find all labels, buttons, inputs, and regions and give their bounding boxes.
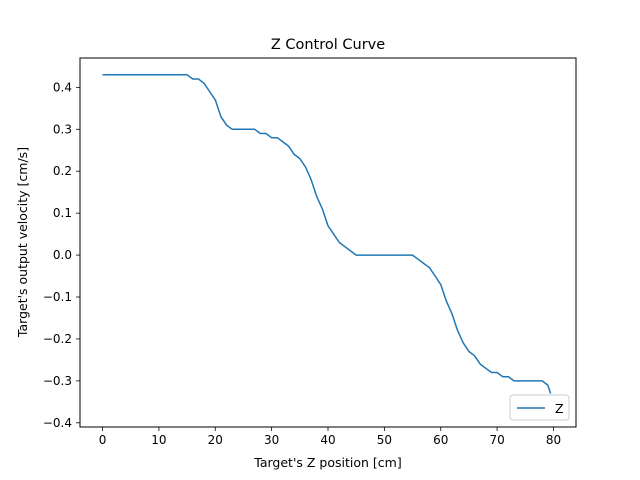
x-tick-label: 20 — [208, 433, 223, 447]
y-tick-label: −0.1 — [43, 290, 72, 304]
y-tick-label: −0.3 — [43, 374, 72, 388]
y-tick-label: 0.0 — [53, 248, 72, 262]
x-axis-ticks: 0 10 20 30 40 50 60 70 80 — [99, 427, 561, 447]
y-axis-ticks: −0.4 −0.3 −0.2 −0.1 0.0 0.1 0.2 0.3 0.4 — [43, 80, 80, 430]
x-tick-label: 60 — [433, 433, 448, 447]
series-line-z — [102, 74, 552, 394]
x-tick-label: 10 — [151, 433, 166, 447]
y-axis-label: Target's output velocity [cm/s] — [15, 147, 30, 338]
y-tick-label: 0.3 — [53, 122, 72, 136]
legend-label: Z — [555, 401, 564, 416]
legend: Z — [509, 394, 570, 421]
x-axis-label: Target's Z position [cm] — [253, 455, 401, 470]
chart-title: Z Control Curve — [271, 37, 385, 53]
x-tick-label: 80 — [546, 433, 561, 447]
y-tick-label: −0.4 — [43, 416, 72, 430]
plot-area — [80, 58, 576, 427]
plot-frame — [79, 57, 577, 428]
x-tick-label: 70 — [489, 433, 504, 447]
y-tick-label: 0.2 — [53, 164, 72, 178]
y-tick-label: 0.1 — [53, 206, 72, 220]
x-tick-label: 0 — [99, 433, 107, 447]
x-tick-label: 50 — [377, 433, 392, 447]
x-tick-label: 40 — [320, 433, 335, 447]
y-tick-label: −0.2 — [43, 332, 72, 346]
y-tick-label: 0.4 — [53, 80, 72, 94]
x-tick-label: 30 — [264, 433, 279, 447]
